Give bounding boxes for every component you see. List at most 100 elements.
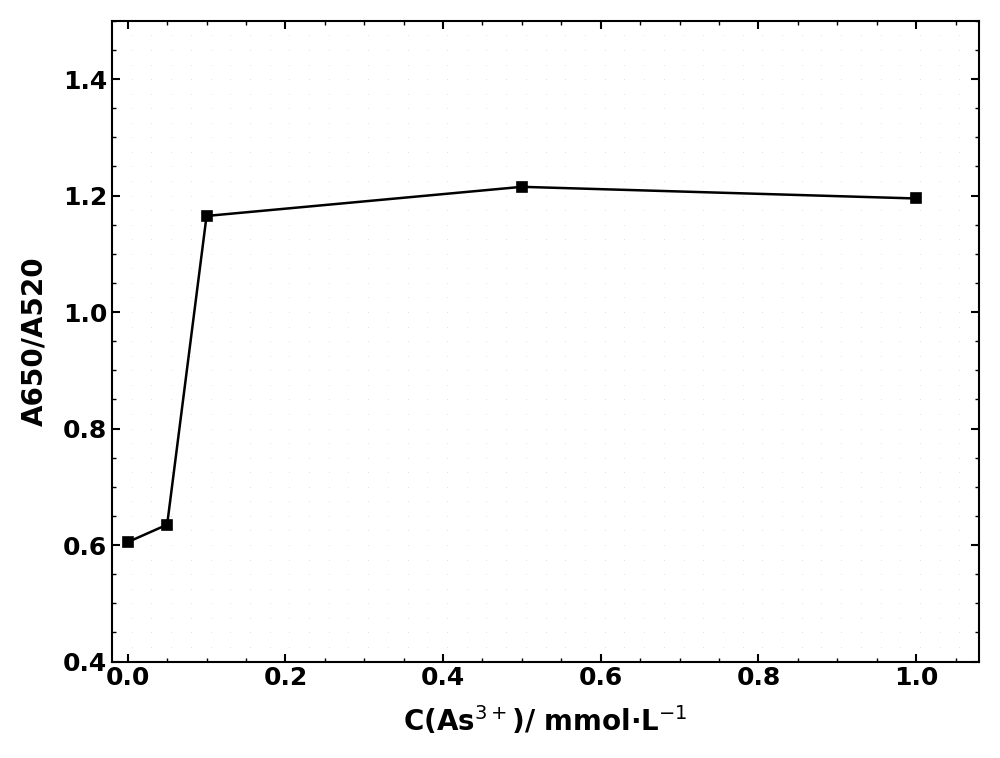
Point xyxy=(951,218,967,230)
Point xyxy=(597,190,613,202)
Point xyxy=(813,88,829,100)
Point xyxy=(754,30,770,42)
Point xyxy=(695,117,711,129)
Point xyxy=(636,190,652,202)
Point xyxy=(459,306,475,318)
Point xyxy=(380,14,396,27)
Point xyxy=(774,466,790,478)
Point xyxy=(774,422,790,434)
Point xyxy=(774,553,790,565)
Point xyxy=(794,422,810,434)
Point xyxy=(735,131,751,143)
Point xyxy=(616,612,632,624)
Point xyxy=(932,175,948,187)
Point xyxy=(104,73,120,85)
Point xyxy=(360,641,376,653)
Point xyxy=(104,291,120,303)
Point xyxy=(833,306,849,318)
Point xyxy=(360,161,376,173)
Point xyxy=(557,422,573,434)
Point xyxy=(656,583,672,595)
Point xyxy=(597,422,613,434)
Point xyxy=(951,117,967,129)
Point xyxy=(301,175,317,187)
Point xyxy=(695,349,711,362)
Point xyxy=(400,626,416,638)
Point xyxy=(735,349,751,362)
Point xyxy=(951,656,967,668)
Point xyxy=(439,306,455,318)
Point xyxy=(419,481,435,493)
Point xyxy=(104,277,120,289)
Point xyxy=(833,175,849,187)
Point xyxy=(459,73,475,85)
Point xyxy=(577,175,593,187)
Point xyxy=(932,131,948,143)
Point xyxy=(577,88,593,100)
Point xyxy=(695,510,711,522)
Point xyxy=(163,525,179,537)
Point xyxy=(518,641,534,653)
Point xyxy=(203,568,219,580)
Point xyxy=(459,641,475,653)
Point xyxy=(735,597,751,609)
Point xyxy=(419,233,435,246)
Point xyxy=(321,58,337,70)
Point xyxy=(163,553,179,565)
Point xyxy=(340,365,356,377)
Point xyxy=(774,452,790,464)
Point xyxy=(301,641,317,653)
Point xyxy=(360,408,376,420)
Point xyxy=(478,626,494,638)
Point xyxy=(478,495,494,507)
Point xyxy=(301,408,317,420)
Point xyxy=(301,597,317,609)
Point xyxy=(518,452,534,464)
Point xyxy=(833,117,849,129)
Point xyxy=(281,291,297,303)
Point xyxy=(833,583,849,595)
Point xyxy=(360,393,376,406)
Point xyxy=(380,146,396,158)
Point xyxy=(281,641,297,653)
Point xyxy=(360,44,376,56)
Point xyxy=(301,161,317,173)
Point xyxy=(222,248,238,260)
Point xyxy=(616,218,632,230)
Point xyxy=(518,190,534,202)
Point xyxy=(873,583,889,595)
Point xyxy=(419,58,435,70)
Point xyxy=(597,452,613,464)
Point xyxy=(419,641,435,653)
Point xyxy=(695,73,711,85)
Point xyxy=(478,321,494,333)
Point xyxy=(183,583,199,595)
Point xyxy=(340,131,356,143)
Point xyxy=(538,204,554,216)
Point xyxy=(183,175,199,187)
Point xyxy=(636,379,652,391)
Point xyxy=(676,393,692,406)
Point xyxy=(281,335,297,347)
Point xyxy=(695,408,711,420)
Point xyxy=(183,510,199,522)
Point xyxy=(932,277,948,289)
Point xyxy=(124,597,140,609)
Point xyxy=(873,495,889,507)
Point xyxy=(419,466,435,478)
Point xyxy=(400,233,416,246)
Point xyxy=(971,277,987,289)
Point xyxy=(715,349,731,362)
Point xyxy=(971,44,987,56)
Point xyxy=(222,641,238,653)
Point xyxy=(498,175,514,187)
Point xyxy=(715,437,731,449)
Point xyxy=(400,481,416,493)
Point xyxy=(597,204,613,216)
Point xyxy=(143,349,159,362)
Point xyxy=(577,248,593,260)
Point xyxy=(735,466,751,478)
Point xyxy=(853,379,869,391)
Point xyxy=(538,393,554,406)
Point xyxy=(242,568,258,580)
